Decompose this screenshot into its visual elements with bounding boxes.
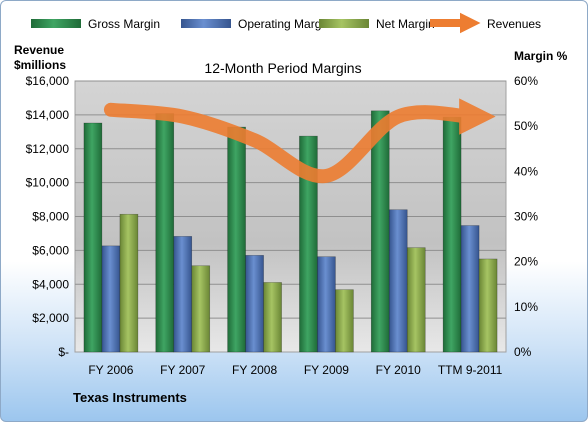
legend-item-gross-margin: Gross Margin xyxy=(31,17,160,31)
left-axis-title-line-2: $millions xyxy=(14,58,66,72)
left-tick-label: $8,000 xyxy=(32,210,69,224)
bar-net-margin-fy-2009 xyxy=(335,289,354,353)
revenue-series-line xyxy=(103,98,496,184)
legend: Gross Margin Operating Margin Net Margin… xyxy=(31,12,541,34)
legend-item-net-margin: Net Margin xyxy=(319,17,435,31)
bar-gross-margin-fy-2007 xyxy=(155,113,175,353)
legend-label-revenues: Revenues xyxy=(487,17,541,31)
bar-gross-margin-ttm-9-2011 xyxy=(442,116,462,353)
legend-label-net-margin: Net Margin xyxy=(376,17,435,31)
left-tick-label: $2,000 xyxy=(32,311,69,325)
left-tick-label: $4,000 xyxy=(32,277,69,291)
revenue-line xyxy=(103,98,496,184)
bar-operating-margin-fy-2009 xyxy=(317,256,336,353)
bar-net-margin-fy-2007 xyxy=(191,265,211,353)
left-axis-ticks: $- $2,000 $4,000 $6,000 $8,000 $10,000 $12,000… xyxy=(26,74,70,359)
bar-net-margin-ttm-9-2011 xyxy=(478,258,498,353)
bars xyxy=(83,110,498,353)
category-labels: FY 2006 FY 2007 FY 2008 FY 2009 FY 2010 TTM 9… xyxy=(88,363,502,377)
right-tick-label: 50% xyxy=(514,119,538,133)
bar-operating-margin-fy-2010 xyxy=(388,209,408,353)
left-tick-label: $10,000 xyxy=(26,176,70,190)
bar-operating-margin-fy-2006 xyxy=(101,245,121,353)
category-label: FY 2008 xyxy=(232,363,277,377)
left-tick-label: $12,000 xyxy=(26,142,70,156)
bar-gross-margin-fy-2009 xyxy=(299,135,318,353)
bar-net-margin-fy-2006 xyxy=(119,213,139,353)
category-label: FY 2010 xyxy=(376,363,421,377)
left-tick-label: $14,000 xyxy=(26,108,70,122)
bar-net-margin-fy-2008 xyxy=(263,282,282,353)
right-axis-title: Margin % xyxy=(514,49,568,63)
right-tick-label: 0% xyxy=(514,345,532,359)
right-tick-label: 40% xyxy=(514,164,538,178)
legend-swatch-net-margin xyxy=(319,19,369,28)
bar-net-margin-fy-2010 xyxy=(406,247,426,353)
right-axis-ticks: 0% 10% 20% 30% 40% 50% 60% xyxy=(514,74,538,359)
legend-label-gross-margin: Gross Margin xyxy=(88,17,160,31)
right-tick-label: 20% xyxy=(514,255,538,269)
legend-label-operating-margin: Operating Margin xyxy=(238,17,331,31)
bar-operating-margin-fy-2007 xyxy=(173,236,193,353)
legend-item-revenues: Revenues xyxy=(430,12,541,34)
bar-operating-margin-fy-2008 xyxy=(245,255,264,353)
right-tick-label: 30% xyxy=(514,210,538,224)
category-label: FY 2007 xyxy=(160,363,205,377)
footer-company: Texas Instruments xyxy=(73,390,187,405)
legend-swatch-gross-margin xyxy=(31,19,81,28)
right-tick-label: 60% xyxy=(514,74,538,88)
left-tick-label: $- xyxy=(58,345,69,359)
legend-item-operating-margin: Operating Margin xyxy=(181,17,331,31)
bar-gross-margin-fy-2006 xyxy=(83,122,103,353)
category-label: FY 2006 xyxy=(88,363,133,377)
right-tick-label: 10% xyxy=(514,300,538,314)
left-axis-title-line-1: Revenue xyxy=(14,43,64,57)
bar-operating-margin-ttm-9-2011 xyxy=(460,225,480,353)
bar-gross-margin-fy-2010 xyxy=(370,110,390,353)
category-label: FY 2009 xyxy=(304,363,349,377)
bar-gross-margin-fy-2008 xyxy=(227,126,246,353)
chart-title: 12-Month Period Margins xyxy=(204,60,361,76)
category-label: TTM 9-2011 xyxy=(438,363,503,377)
left-tick-label: $16,000 xyxy=(26,74,70,88)
legend-swatch-operating-margin xyxy=(181,19,231,28)
left-tick-label: $6,000 xyxy=(32,243,69,257)
